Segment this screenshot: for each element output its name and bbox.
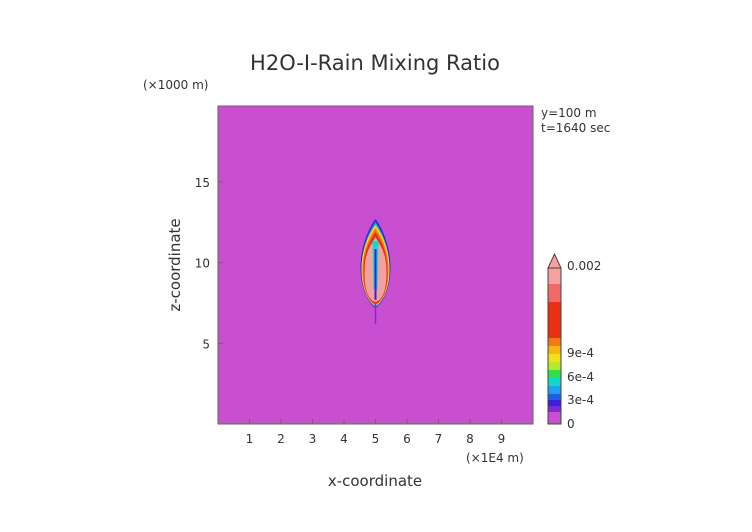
colorbar-labels: 0.002 9e-4 6e-4 3e-4 0 [567,259,601,431]
y-tick-label: 15 [195,176,210,190]
colorbar-segment [548,284,561,302]
x-tick-label: 3 [309,432,317,446]
x-tick-label: 1 [246,432,254,446]
colorbar-segment [548,386,561,394]
colorbar-segment [548,394,561,400]
colorbar-segment [548,378,561,386]
colorbar-segment [548,400,561,406]
colorbar-segment [548,302,561,338]
y-tick-label: 10 [195,257,210,271]
colorbar-label: 0 [567,417,575,431]
colorbar [547,252,562,425]
chart-title: H2O-I-Rain Mixing Ratio [250,51,500,75]
colorbar-segment [548,346,561,354]
colorbar-frame [547,267,562,425]
x-tick-label: 2 [277,432,285,446]
colorbar-label: 3e-4 [567,393,594,407]
y-tick-label: 5 [202,337,210,351]
colorbar-segment [548,338,561,346]
x-tick-label: 7 [435,432,443,446]
annotation-y: y=100 m [541,106,597,120]
colorbar-label: 0.002 [567,259,601,273]
core-line [374,248,377,300]
colorbar-segment [548,354,561,362]
colorbar-label: 9e-4 [567,346,594,360]
x-tick-label: 6 [403,432,411,446]
x-tick-label: 8 [466,432,474,446]
y-axis: 5 10 15 [195,176,223,351]
x-axis-label: x-coordinate [328,472,422,490]
annotation-t: t=1640 sec [541,121,610,135]
x-unit-label: (×1E4 m) [466,451,524,465]
rain-plume [360,218,391,324]
colorbar-label: 6e-4 [567,370,594,384]
colorbar-arrow [547,252,562,269]
colorbar-segment [548,406,561,412]
x-tick-label: 4 [340,432,348,446]
y-axis-label: z-coordinate [166,218,184,311]
x-axis: 1 2 3 4 5 6 7 8 9 [246,419,506,446]
x-tick-label: 5 [372,432,380,446]
colorbar-segment [548,370,561,378]
y-unit-label: (×1000 m) [143,78,208,92]
colorbar-segment [548,412,561,424]
x-tick-label: 9 [498,432,506,446]
colorbar-segment [548,268,561,284]
colorbar-segment [548,362,561,370]
